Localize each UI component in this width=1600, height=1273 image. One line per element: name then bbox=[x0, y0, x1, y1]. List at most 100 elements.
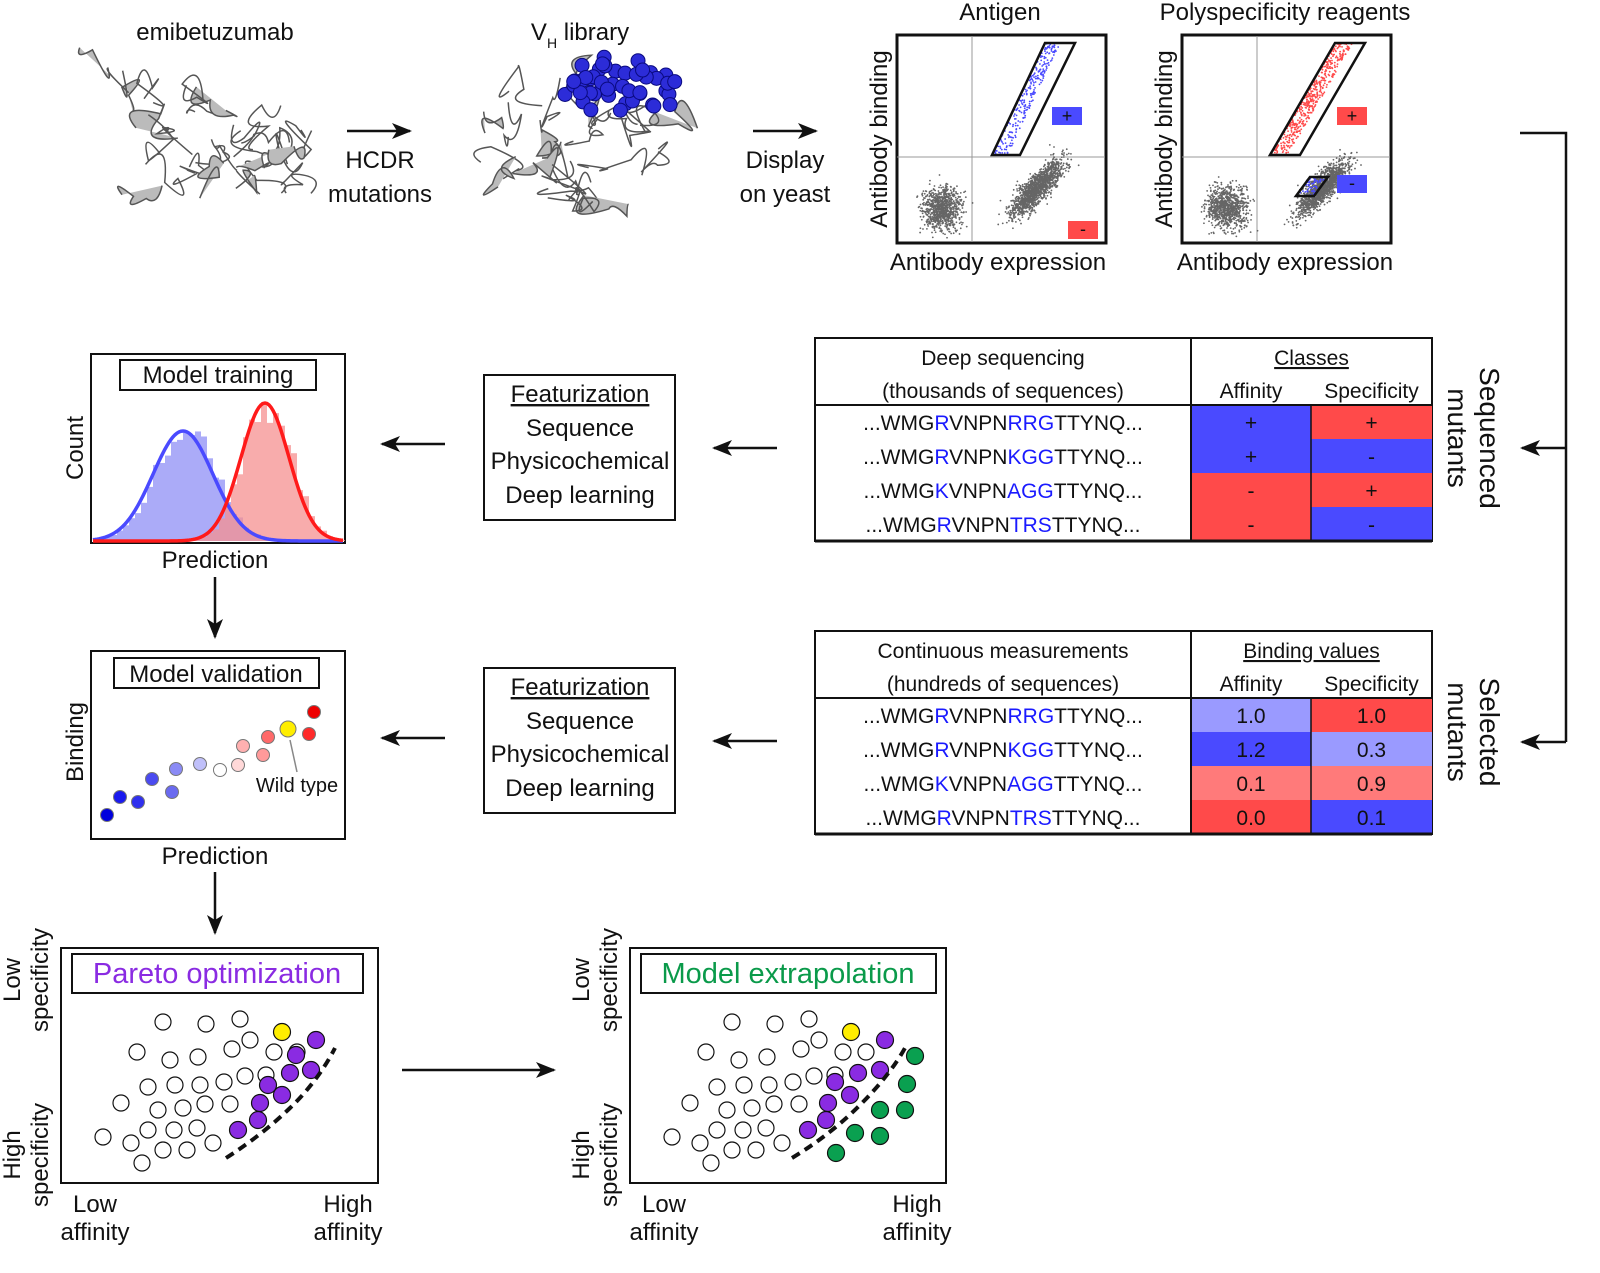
histogram-bar bbox=[207, 458, 213, 541]
axis-label: affinity bbox=[61, 1219, 130, 1246]
pareto-point bbox=[798, 1120, 818, 1140]
mutated-residues: KGG bbox=[1007, 446, 1054, 469]
distribution-curve bbox=[92, 429, 343, 543]
table-header: Deep sequencing bbox=[921, 347, 1084, 370]
sequence-segment: VNPN bbox=[951, 807, 1009, 830]
featurization-box: Featurization Sequence Physicochemical D… bbox=[483, 667, 676, 814]
pareto-point bbox=[816, 1110, 836, 1130]
sequence-segment: ...WMG bbox=[866, 807, 937, 830]
validation-point bbox=[213, 763, 227, 777]
variant-point bbox=[223, 1040, 241, 1058]
variant-point bbox=[139, 1121, 157, 1139]
histogram-bar bbox=[219, 518, 225, 541]
svg-text:+: + bbox=[1062, 106, 1073, 126]
variant-point bbox=[735, 1076, 753, 1094]
pareto-point bbox=[818, 1093, 838, 1113]
histogram-bar bbox=[117, 530, 123, 541]
affinity-cell bbox=[1191, 473, 1311, 507]
side-label: mutants bbox=[1442, 388, 1473, 488]
step-label: mutations bbox=[328, 181, 432, 208]
axis-label: Prediction bbox=[162, 843, 269, 870]
table-header: (hundreds of sequences) bbox=[887, 673, 1119, 696]
histogram-bar bbox=[201, 436, 207, 541]
hcdr-residue-sphere bbox=[662, 97, 678, 113]
affinity-value: + bbox=[1245, 412, 1257, 435]
featurization-item: Deep learning bbox=[505, 482, 654, 509]
flow-plot-ylabel: Antibody binding bbox=[866, 50, 893, 227]
sequence-segment: VNPN bbox=[949, 446, 1007, 469]
variant-point bbox=[133, 1154, 151, 1172]
histogram-bar bbox=[213, 477, 219, 541]
variant-point bbox=[857, 1043, 875, 1061]
variant-point bbox=[718, 1101, 736, 1119]
sort-gate bbox=[1293, 175, 1331, 198]
specificity-value: 0.1 bbox=[1357, 807, 1386, 830]
flow-connector-line bbox=[1520, 131, 1568, 742]
validation-point bbox=[236, 739, 250, 753]
table-header: (thousands of sequences) bbox=[882, 380, 1124, 403]
sequence-text: ...WMGRVNPNTRSTTYNQ... bbox=[866, 514, 1141, 537]
mutated-residues: RRG bbox=[1007, 412, 1054, 435]
library-label: VH library bbox=[531, 19, 629, 51]
histogram-bar bbox=[213, 529, 219, 541]
sequence-segment: VNPN bbox=[949, 773, 1007, 796]
variant-point bbox=[697, 1043, 715, 1061]
validation-point bbox=[169, 762, 183, 776]
mutated-residues: AGG bbox=[1007, 480, 1054, 503]
variant-point bbox=[723, 1141, 741, 1159]
mutated-residues: R bbox=[934, 446, 949, 469]
extrapolated-point bbox=[870, 1126, 890, 1146]
variant-point bbox=[757, 1119, 775, 1137]
variant-point bbox=[191, 1076, 209, 1094]
extrapolated-point bbox=[905, 1046, 925, 1066]
sequence-segment: TTYNQ... bbox=[1052, 807, 1141, 830]
featurization-item: Deep learning bbox=[505, 775, 654, 802]
wild-type-point bbox=[841, 1022, 861, 1042]
histogram-bar bbox=[129, 518, 135, 541]
specificity-value: 1.0 bbox=[1357, 705, 1386, 728]
mutated-residues: TRS bbox=[1010, 514, 1052, 537]
featurization-item: Sequence bbox=[526, 415, 634, 442]
specificity-cell bbox=[1311, 507, 1432, 541]
featurization-item: Physicochemical bbox=[491, 741, 670, 768]
positive-gate-badge: + bbox=[1052, 106, 1082, 126]
featurization-item: Physicochemical bbox=[491, 448, 670, 475]
featurization-title: Featurization bbox=[511, 381, 650, 408]
variant-point bbox=[702, 1154, 720, 1172]
sequenced-mutants-table: ...WMGRVNPNRRGTTYNQ... + +...WMGRVNPNKGGTT… bbox=[814, 337, 1433, 543]
axis-label: High bbox=[323, 1191, 372, 1218]
sequence-text: ...WMGRVNPNTRSTTYNQ... bbox=[866, 807, 1141, 830]
validation-point bbox=[165, 785, 179, 799]
negative-gate-badge: - bbox=[1068, 219, 1098, 239]
featurization-title: Featurization bbox=[511, 674, 650, 701]
variant-point bbox=[189, 1048, 207, 1066]
hcdr-residue-sphere bbox=[632, 85, 648, 101]
variant-point bbox=[166, 1076, 184, 1094]
histogram-bar bbox=[195, 431, 201, 541]
variant-point bbox=[760, 1076, 778, 1094]
sequence-segment: TTYNQ... bbox=[1054, 480, 1143, 503]
specificity-cell bbox=[1311, 473, 1432, 507]
pareto-point bbox=[258, 1075, 278, 1095]
histogram-bar bbox=[207, 532, 213, 541]
flow-plot-antigen: Antigen Antibody binding Antibody expres… bbox=[866, 0, 1108, 276]
featurization-box: Featurization Sequence Physicochemical D… bbox=[483, 374, 676, 521]
affinity-cell bbox=[1191, 800, 1311, 834]
specificity-value: 0.3 bbox=[1357, 739, 1386, 762]
sequence-segment: TTYNQ... bbox=[1054, 705, 1143, 728]
pareto-point bbox=[875, 1030, 895, 1050]
histogram-bar bbox=[105, 536, 111, 541]
mutated-residues: RRG bbox=[1007, 705, 1054, 728]
affinity-cell bbox=[1191, 698, 1311, 732]
axis-label: specificity bbox=[27, 1103, 54, 1207]
sort-gate bbox=[990, 41, 1078, 157]
sequence-text: ...WMGRVNPNKGGTTYNQ... bbox=[863, 739, 1143, 762]
axis-label: Count bbox=[62, 416, 89, 480]
variant-point bbox=[834, 1043, 852, 1061]
axis-label: specificity bbox=[596, 928, 623, 1032]
side-label: Sequenced bbox=[1474, 367, 1505, 509]
variant-point bbox=[178, 1141, 196, 1159]
histogram-bar bbox=[225, 504, 231, 541]
sequence-segment: VNPN bbox=[949, 480, 1007, 503]
